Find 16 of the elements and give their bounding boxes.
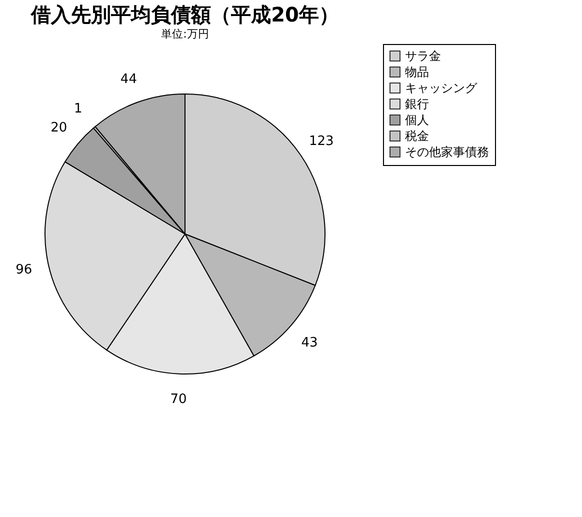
data-label: 1 <box>74 101 82 116</box>
legend-label: 物品 <box>405 65 429 79</box>
legend-label: その他家事債務 <box>405 145 489 159</box>
legend-label: 銀行 <box>405 97 429 111</box>
data-label: 44 <box>120 72 137 87</box>
chart-subtitle: 単位:万円 <box>161 28 209 40</box>
data-label: 20 <box>50 120 68 136</box>
legend-label: 個人 <box>405 113 429 127</box>
legend-label: サラ金 <box>405 49 441 63</box>
data-label: 123 <box>309 134 334 150</box>
legend-label: キャッシング <box>405 81 478 95</box>
chart-title: 借入先別平均負債額（平成20年） <box>30 2 339 26</box>
data-label: 96 <box>16 262 32 278</box>
data-label: 70 <box>170 392 187 407</box>
data-label: 43 <box>301 335 318 350</box>
legend-label: 税金 <box>405 129 429 143</box>
